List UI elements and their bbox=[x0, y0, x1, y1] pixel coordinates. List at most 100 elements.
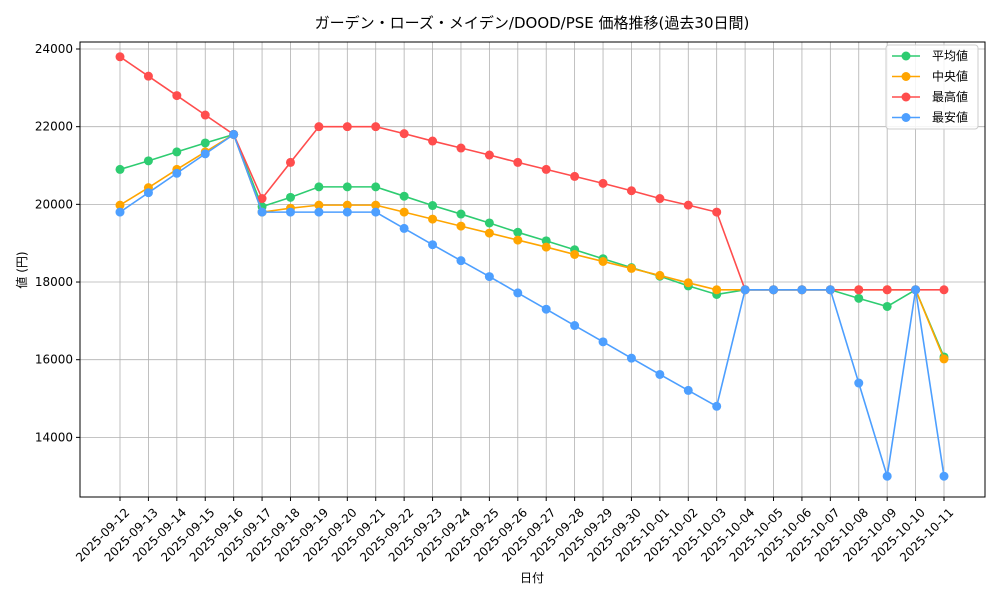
grid bbox=[80, 42, 985, 497]
data-point bbox=[570, 321, 580, 331]
data-point bbox=[428, 240, 438, 250]
data-point bbox=[342, 200, 352, 210]
data-point bbox=[740, 285, 750, 295]
data-point bbox=[342, 122, 352, 132]
data-point bbox=[314, 200, 324, 210]
data-point bbox=[939, 471, 949, 481]
data-point bbox=[712, 285, 722, 295]
data-point bbox=[598, 178, 608, 188]
data-point bbox=[570, 249, 580, 259]
series-平均値 bbox=[115, 129, 949, 362]
data-point bbox=[314, 182, 324, 192]
data-point bbox=[285, 207, 295, 217]
legend-box bbox=[885, 44, 979, 130]
data-point bbox=[484, 272, 494, 282]
series-最高値 bbox=[115, 52, 949, 295]
series-line bbox=[119, 133, 945, 360]
series-line bbox=[119, 133, 945, 358]
data-point bbox=[626, 186, 636, 196]
data-point bbox=[541, 242, 551, 252]
data-point bbox=[655, 194, 665, 204]
data-point bbox=[115, 164, 125, 174]
y-tick-label: 22000 bbox=[35, 120, 73, 134]
data-point bbox=[541, 164, 551, 174]
data-point bbox=[314, 122, 324, 132]
y-axis: 14000 16000 18000 20000 22000 24000 bbox=[35, 42, 80, 444]
data-point bbox=[626, 263, 636, 273]
data-point bbox=[428, 136, 438, 146]
data-point bbox=[456, 143, 466, 153]
data-point bbox=[172, 91, 182, 101]
data-point bbox=[655, 270, 665, 280]
legend-label: 中央値 bbox=[932, 69, 968, 84]
y-tick-label: 16000 bbox=[35, 353, 73, 367]
data-point bbox=[712, 207, 722, 217]
plot-frame bbox=[79, 41, 986, 498]
data-point bbox=[257, 194, 267, 204]
legend-marker bbox=[901, 51, 911, 61]
data-point bbox=[314, 207, 324, 217]
data-point bbox=[456, 221, 466, 231]
data-point bbox=[399, 223, 409, 233]
data-point bbox=[484, 150, 494, 160]
data-point bbox=[769, 285, 779, 295]
data-point bbox=[655, 369, 665, 379]
y-tick-label: 14000 bbox=[35, 430, 73, 444]
data-point bbox=[683, 200, 693, 210]
legend-label: 平均値 bbox=[932, 48, 968, 63]
data-point bbox=[882, 285, 892, 295]
legend-marker bbox=[901, 92, 911, 102]
data-point bbox=[513, 288, 523, 298]
legend-label: 最高値 bbox=[932, 89, 968, 104]
data-point bbox=[598, 337, 608, 347]
data-point bbox=[854, 293, 864, 303]
data-point bbox=[428, 214, 438, 224]
data-point bbox=[285, 192, 295, 202]
legend-marker bbox=[901, 72, 911, 81]
data-point bbox=[854, 378, 864, 388]
data-point bbox=[797, 285, 807, 295]
data-point bbox=[200, 149, 210, 159]
series-最安値 bbox=[115, 129, 949, 481]
legend-marker bbox=[901, 113, 911, 122]
data-point bbox=[115, 200, 125, 210]
data-point bbox=[456, 209, 466, 219]
x-axis: 2025-09-122025-09-132025-09-142025-09-15… bbox=[73, 497, 956, 565]
data-point bbox=[570, 171, 580, 181]
data-point bbox=[371, 122, 381, 132]
data-point bbox=[626, 353, 636, 363]
data-point bbox=[598, 256, 608, 266]
data-point bbox=[399, 191, 409, 201]
data-point bbox=[712, 401, 722, 411]
data-point bbox=[371, 207, 381, 217]
data-point bbox=[172, 147, 182, 157]
data-point bbox=[541, 236, 551, 246]
data-point bbox=[513, 227, 523, 237]
data-point bbox=[683, 385, 693, 395]
data-point bbox=[399, 207, 409, 217]
y-axis-label: 値 (円) bbox=[14, 251, 29, 288]
y-tick-label: 20000 bbox=[35, 197, 73, 211]
data-point bbox=[115, 52, 125, 62]
data-point bbox=[882, 301, 892, 311]
data-point bbox=[200, 110, 210, 120]
data-point bbox=[484, 218, 494, 228]
data-point bbox=[456, 256, 466, 266]
data-point bbox=[399, 129, 409, 139]
data-point bbox=[513, 235, 523, 245]
y-tick-label: 18000 bbox=[35, 275, 73, 289]
data-point bbox=[257, 207, 267, 217]
data-point bbox=[143, 188, 153, 198]
series-中央値 bbox=[115, 129, 949, 364]
data-point bbox=[541, 304, 551, 314]
data-point bbox=[939, 354, 949, 364]
data-point bbox=[200, 138, 210, 148]
data-point bbox=[882, 471, 892, 481]
data-point bbox=[143, 71, 153, 81]
data-point bbox=[285, 157, 295, 167]
series-line bbox=[119, 56, 944, 291]
data-point bbox=[371, 200, 381, 210]
data-point bbox=[229, 129, 239, 139]
